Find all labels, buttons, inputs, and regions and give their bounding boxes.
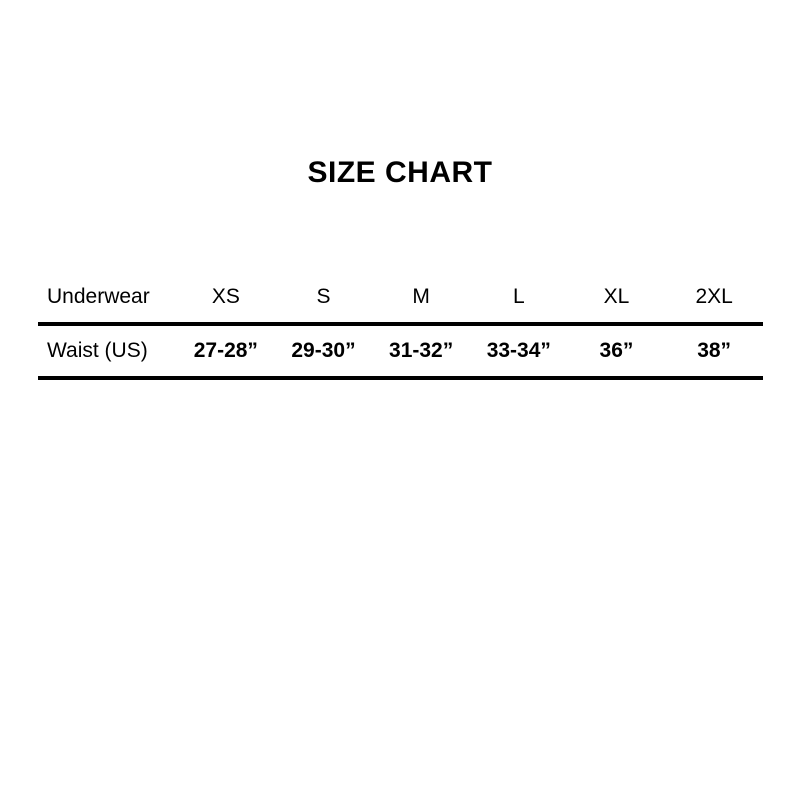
column-header-2xl: 2XL bbox=[695, 285, 733, 308]
header-row: Underwear XS S M L XL 2XL bbox=[38, 272, 763, 324]
waist-value-2xl: 38” bbox=[697, 339, 732, 362]
waist-value-xl: 36” bbox=[599, 339, 634, 362]
size-chart-table: Underwear XS S M L XL 2XL Waist (US) 27-… bbox=[38, 272, 763, 380]
waist-value-m: 31-32” bbox=[389, 339, 454, 362]
column-header-l: L bbox=[512, 285, 525, 308]
column-header-xl: XL bbox=[603, 285, 630, 308]
column-header-xs: XS bbox=[211, 285, 240, 308]
waist-value-l: 33-34” bbox=[486, 339, 551, 362]
table-row-waist: Waist (US) 27-28” 29-30” 31-32” 33-34” 3… bbox=[38, 324, 763, 378]
column-header-underwear: Underwear bbox=[47, 285, 150, 308]
waist-value-xs: 27-28” bbox=[193, 339, 258, 362]
column-header-m: M bbox=[412, 285, 430, 308]
row-label-waist-us: Waist (US) bbox=[47, 339, 148, 362]
page-title: SIZE CHART bbox=[307, 156, 493, 189]
column-header-s: S bbox=[316, 285, 331, 308]
waist-value-s: 29-30” bbox=[291, 339, 356, 362]
